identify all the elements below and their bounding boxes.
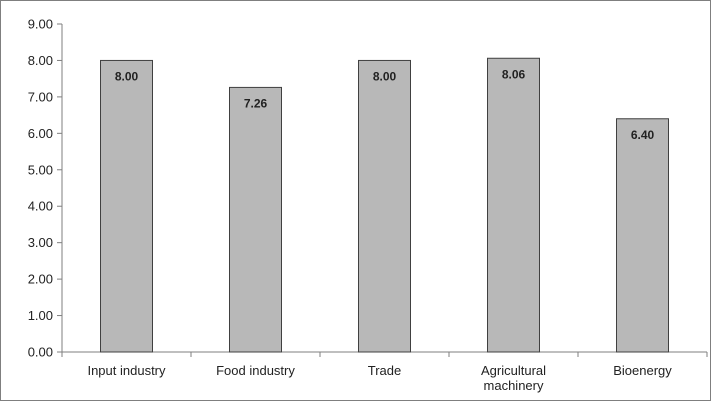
bar-3: [358, 59, 411, 353]
y-tick-label: 9.00: [28, 17, 53, 32]
data-label-4: 8.06: [502, 67, 526, 81]
y-tick-label: 7.00: [28, 89, 53, 104]
data-label-1: 8.00: [115, 69, 139, 83]
chart-labels: 0.00 1.00 2.00 3.00 4.00 5.00 6.00 7.00 8.00 9.00…: [28, 17, 673, 394]
y-tick-label: 5.00: [28, 162, 53, 177]
data-label-3: 8.00: [373, 69, 397, 83]
bar-5: [616, 118, 669, 353]
y-tick-label: 6.00: [28, 126, 53, 141]
chart-bars: [100, 57, 669, 353]
y-tick-label: 3.00: [28, 235, 53, 250]
y-tick-label: 4.00: [28, 199, 53, 214]
bar-1: [100, 59, 153, 353]
category-label-4: Agricultural machinery: [481, 363, 546, 393]
bar-2: [229, 86, 282, 353]
y-tick-label: 0.00: [28, 345, 53, 360]
y-tick-label: 1.00: [28, 308, 53, 323]
y-tick-label: 2.00: [28, 272, 53, 287]
category-label-2: Food industry: [216, 363, 295, 378]
category-label-1: Input industry: [87, 363, 166, 378]
category-label-5: Bioenergy: [613, 363, 672, 378]
data-label-5: 6.40: [631, 128, 655, 142]
category-label-3: Trade: [368, 363, 401, 378]
bar-4: [487, 57, 540, 353]
y-tick-label: 8.00: [28, 53, 53, 68]
chart-axes: [57, 23, 708, 357]
data-label-2: 7.26: [244, 96, 268, 110]
